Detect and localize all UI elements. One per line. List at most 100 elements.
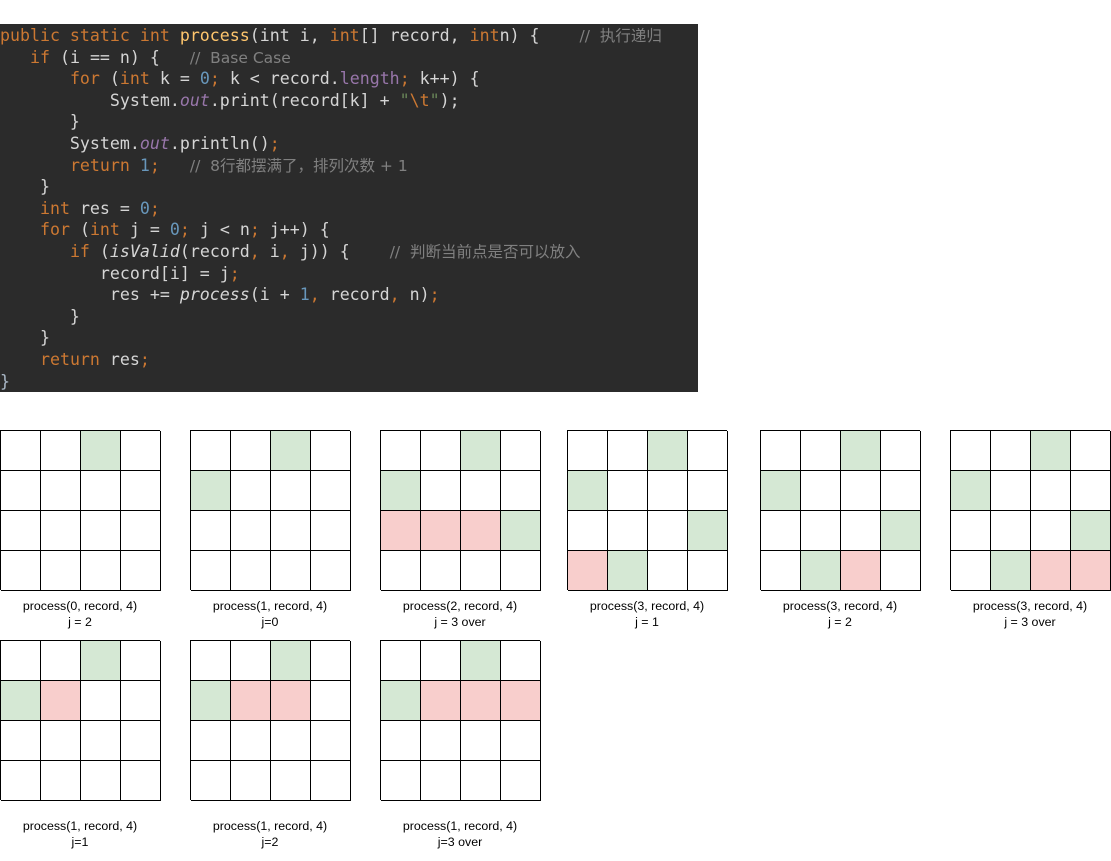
empty-cell [1, 431, 41, 471]
code-token: 1 [299, 285, 310, 305]
code-block: public static int process(int i, int[] r… [0, 24, 698, 392]
empty-cell [231, 551, 271, 591]
code-token: 0 [169, 220, 180, 240]
code-token: n) [409, 285, 430, 305]
code-token: (i == n) { [59, 47, 190, 67]
invalid-cell [271, 681, 311, 721]
caption-j: j=1 [71, 835, 89, 849]
board-caption: process(1, record, 4) j=2 [170, 818, 370, 850]
empty-cell [81, 551, 121, 591]
code-token: } [0, 177, 50, 197]
code-token: record[i] = j [0, 263, 230, 283]
invalid-cell [461, 511, 501, 551]
caption-call: process(3, record, 4) [589, 599, 705, 613]
queen-cell [271, 641, 311, 681]
code-line: if (isValid(record, i, j)) { // 判断当前点是否可… [0, 241, 698, 263]
empty-cell [311, 511, 351, 551]
code-token: if [29, 47, 60, 67]
code-token: } [0, 112, 80, 132]
empty-cell [501, 721, 541, 761]
empty-cell [648, 511, 688, 551]
empty-cell [231, 431, 271, 471]
empty-cell [881, 551, 921, 591]
caption-call: process(1, record, 4) [212, 599, 328, 613]
code-token [0, 156, 70, 175]
code-line: for (int k = 0; k < record.length; k++) … [0, 68, 698, 90]
empty-cell [381, 761, 421, 801]
code-token: out [139, 133, 170, 153]
queen-cell [461, 641, 501, 681]
empty-cell [121, 471, 161, 511]
invalid-cell [231, 681, 271, 721]
code-token: } [0, 306, 80, 326]
code-line: System.out.println(); [0, 133, 698, 155]
empty-cell [461, 471, 501, 511]
empty-cell [311, 681, 351, 721]
empty-cell [688, 551, 728, 591]
code-token: j)) { [299, 241, 390, 261]
code-token: ; [149, 198, 160, 218]
code-token: ; [139, 349, 150, 369]
empty-cell [421, 641, 461, 681]
board-caption: process(1, record, 4) j=3 over [360, 818, 560, 850]
code-token: length [339, 69, 400, 89]
empty-cell [311, 721, 351, 761]
queen-cell [841, 431, 881, 471]
code-token: k < record. [229, 69, 340, 89]
empty-cell [1031, 471, 1071, 511]
empty-cell [1031, 511, 1071, 551]
queen-cell [608, 551, 648, 591]
chessboard [0, 640, 161, 801]
code-token: (int i, [249, 26, 330, 45]
code-token: res [109, 349, 140, 369]
queen-cell [801, 551, 841, 591]
code-token: .println() [169, 133, 270, 153]
code-token: // 执行递归 [579, 27, 662, 45]
invalid-cell [1031, 551, 1071, 591]
empty-cell [41, 721, 81, 761]
code-token: , [309, 285, 330, 305]
empty-cell [801, 471, 841, 511]
code-token: ( [79, 220, 90, 240]
code-line: } [0, 327, 698, 349]
empty-cell [231, 761, 271, 801]
code-token: i [269, 241, 280, 261]
queen-cell [648, 431, 688, 471]
code-line: } [0, 306, 698, 328]
code-token: record [329, 285, 390, 305]
code-token: (record [179, 241, 250, 261]
empty-cell [421, 431, 461, 471]
code-token: , [389, 285, 410, 305]
code-line: System.out.print(record[k] + "\t"); [0, 90, 698, 112]
code-token: (i + [249, 285, 300, 305]
caption-j: j = 1 [635, 615, 659, 629]
empty-cell [191, 721, 231, 761]
code-line: for (int j = 0; j < n; j++) { [0, 219, 698, 241]
caption-j: j = 3 over [434, 615, 486, 629]
queen-cell [81, 431, 121, 471]
code-token: n) { [499, 26, 580, 45]
empty-cell [1, 641, 41, 681]
queen-cell [1031, 431, 1071, 471]
empty-cell [311, 431, 351, 471]
queen-cell [81, 641, 121, 681]
empty-cell [461, 721, 501, 761]
board-caption: process(1, record, 4) j=1 [0, 818, 180, 850]
code-token: System. [0, 90, 180, 110]
empty-cell [801, 511, 841, 551]
code-token: int [329, 26, 360, 45]
code-token [0, 350, 40, 369]
empty-cell [41, 431, 81, 471]
empty-cell [421, 551, 461, 591]
empty-cell [41, 511, 81, 551]
empty-cell [231, 641, 271, 681]
code-line: } [0, 176, 698, 198]
chessboard [190, 430, 351, 591]
code-token: j = [129, 220, 170, 240]
queen-cell [688, 511, 728, 551]
code-token: int [469, 26, 500, 45]
empty-cell [41, 641, 81, 681]
code-token: isValid [109, 241, 180, 261]
invalid-cell [421, 511, 461, 551]
empty-cell [461, 551, 501, 591]
